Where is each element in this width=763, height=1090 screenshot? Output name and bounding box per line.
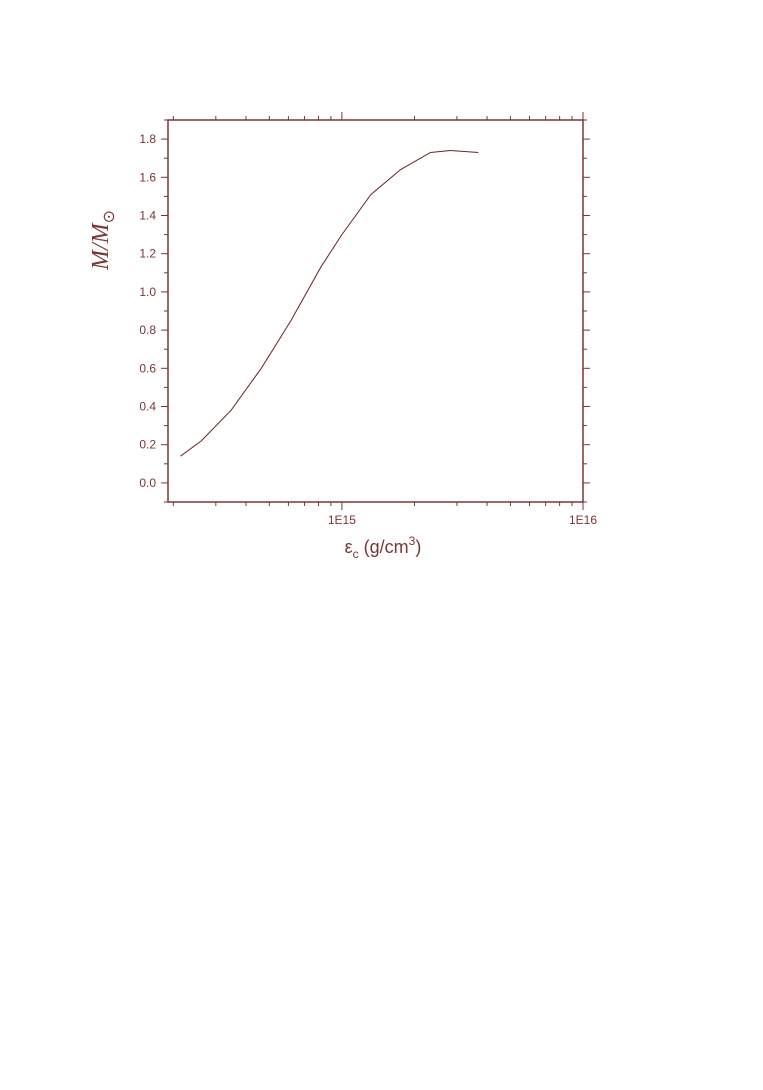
data-line xyxy=(180,150,479,457)
y-tick-label: 0.4 xyxy=(139,400,156,414)
y-tick-label: 0.8 xyxy=(139,323,156,337)
x-tick-label: 1E16 xyxy=(569,513,597,527)
y-tick-label: 1.8 xyxy=(139,132,156,146)
x-label-part: (g/cm xyxy=(359,537,409,557)
y-tick-label: 1.0 xyxy=(139,285,156,299)
y-axis-label: M/M⊙ xyxy=(88,210,118,271)
y-tick-label: 1.6 xyxy=(139,170,156,184)
y-tick-label: 1.2 xyxy=(139,247,156,261)
x-tick-label: 1E15 xyxy=(328,513,356,527)
x-label-part: 3 xyxy=(409,534,416,548)
x-label-part: ε xyxy=(345,537,353,557)
y-tick-label: 0.6 xyxy=(139,361,156,375)
plot-frame xyxy=(167,119,584,503)
x-axis-label: εc (g/cm3) xyxy=(345,534,422,561)
y-label-part: ⊙ xyxy=(101,210,118,223)
x-label-part: ) xyxy=(415,537,421,557)
y-label-part: M/M xyxy=(88,221,114,271)
x-label-part: c xyxy=(353,547,359,561)
y-tick-label: 1.4 xyxy=(139,209,156,223)
y-tick-label: 0.2 xyxy=(139,438,156,452)
y-tick-label: 0.0 xyxy=(139,476,156,490)
